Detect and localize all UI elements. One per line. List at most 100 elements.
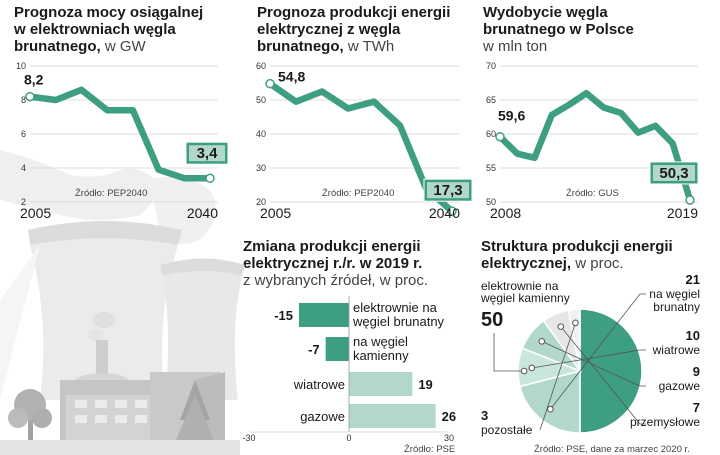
- y-tick-label: 30: [256, 163, 266, 173]
- chart1-title-line2: w elektrowniach węgla: [14, 21, 176, 38]
- bar-value-label: 19: [418, 377, 432, 392]
- chart3-title-line1: Wydobycie węgla: [483, 4, 608, 21]
- leader-line: [493, 333, 525, 372]
- pie-label: przemysłowe: [630, 415, 700, 429]
- chart2-title-line3: brunatnego,: [257, 38, 344, 55]
- bar-category-label: gazowe: [300, 409, 345, 424]
- bar-category-label: węgiel brunatny: [352, 314, 445, 329]
- y-tick-label: 8: [21, 95, 26, 105]
- bar: [349, 404, 436, 428]
- chart2-title-line2: elektrycznej z węgla: [257, 21, 401, 38]
- start-point: [265, 78, 275, 89]
- pie-value: 21: [686, 272, 700, 287]
- chart5-title-line2: elektrycznej,: [481, 255, 572, 272]
- x-tick-label: -30: [242, 433, 255, 443]
- y-tick-label: 50: [256, 95, 266, 105]
- start-point: [495, 131, 505, 142]
- y-tick-label: 6: [21, 129, 26, 139]
- chart3-unit: w mln ton: [483, 38, 548, 55]
- chart3-plot: 70 65 60 55 50 59,6 50,3 2008 2019 Źródło: GUS: [486, 61, 699, 221]
- pie-label: na węgiel: [649, 287, 700, 301]
- pie-value: 7: [693, 400, 700, 415]
- tree-icon: [8, 389, 52, 445]
- source-note: Źródło: GUS: [566, 188, 619, 199]
- pie-label: wiatrowe: [652, 343, 701, 357]
- pie-value: 9: [693, 364, 700, 379]
- pie-label: elektrownie na: [481, 279, 559, 293]
- chart4-title-line2: elektrycznej r./r. w 2019 r.: [243, 255, 423, 272]
- chart5-title: Struktura produkcji energii elektrycznej…: [481, 238, 673, 272]
- bar: [325, 337, 349, 361]
- bar: [299, 303, 349, 327]
- y-tick-label: 60: [256, 61, 266, 71]
- pie-slice: [519, 370, 581, 434]
- pine-tree-icon: [176, 380, 214, 440]
- chart2-title-line1: Prognoza produkcji energii: [257, 4, 451, 21]
- y-tick-label: 55: [486, 163, 496, 173]
- end-value-label: 17,3: [433, 182, 462, 199]
- start-value-label: 8,2: [24, 72, 44, 88]
- end-value-label: 50,3: [659, 165, 688, 182]
- y-tick-label: 2: [21, 197, 26, 207]
- y-tick-label: 50: [486, 197, 496, 207]
- x-tick-label: 0: [346, 433, 351, 443]
- leader-line: [560, 326, 646, 425]
- chart4-title: Zmiana produkcji energii elektrycznej r.…: [243, 238, 428, 289]
- y-tick-label: 4: [21, 163, 26, 173]
- chart1-unit: w GW: [104, 38, 146, 55]
- leader-dot: [557, 323, 565, 330]
- end-value-box-inner: [653, 164, 695, 181]
- x-tick-label: 30: [444, 433, 454, 443]
- chart1-plot: 10 8 6 4 2 8,2 3,4 2005 2040 Źródło: PEP2040: [16, 61, 229, 221]
- leader-line: [531, 349, 646, 369]
- pie-value: 3: [481, 408, 488, 423]
- leader-line: [550, 293, 646, 410]
- chart4-subtitle: z wybranych źródeł, w proc.: [243, 272, 429, 289]
- end-value-label: 3,4: [197, 145, 219, 162]
- source-note: Źródło: PSE, dane za marzec 2020 r.: [534, 444, 690, 455]
- chart4-title-line1: Zmiana produkcji energii: [243, 238, 421, 255]
- x-tick-label: 2019: [667, 205, 698, 221]
- y-tick-label: 70: [486, 61, 496, 71]
- series-line: [266, 80, 456, 215]
- x-tick-label: 2008: [490, 205, 521, 221]
- pie-slice: [579, 308, 643, 434]
- pie-label: pozostałe: [481, 423, 533, 437]
- pie-value: 50: [481, 309, 503, 331]
- y-tick-label: 65: [486, 95, 496, 105]
- series-line: [496, 89, 694, 204]
- pie-label: węgiel kamienny: [480, 291, 570, 305]
- pie-value: 10: [686, 328, 700, 343]
- power-plant-illustration: [0, 150, 245, 455]
- x-tick-label: 2040: [429, 205, 460, 221]
- series-line: [26, 86, 214, 182]
- pie-label: gazowe: [659, 379, 701, 393]
- chart1-title: Prognoza mocy osiągalnej w elektrowniach…: [14, 4, 203, 55]
- start-value-label: 59,6: [498, 108, 525, 124]
- source-note: Źródło: PSE: [404, 444, 455, 455]
- leader-dot: [520, 367, 528, 375]
- bar-category-label: kamienny: [353, 348, 409, 363]
- leader-dot: [528, 364, 536, 372]
- chart1-title-line1: Prognoza mocy osiągalnej: [14, 4, 204, 21]
- bar: [349, 372, 413, 396]
- bar-value-label: -7: [308, 342, 320, 357]
- chart2-title: Prognoza produkcji energii elektrycznej …: [257, 4, 450, 55]
- end-point: [447, 206, 457, 216]
- x-tick-label: 2040: [187, 205, 218, 221]
- bar-value-label: -15: [274, 308, 293, 323]
- end-value-box-inner: [427, 182, 469, 199]
- x-tick-label: 2005: [260, 205, 291, 221]
- chart3-title: Wydobycie węgla brunatnego w Polsce w ml…: [483, 4, 634, 55]
- y-tick-label: 20: [256, 197, 266, 207]
- start-point: [25, 91, 35, 102]
- source-note: Źródło: PEP2040: [322, 188, 394, 199]
- leader-line: [541, 340, 646, 387]
- end-point: [685, 195, 695, 205]
- chart5-title-line1: Struktura produkcji energii: [481, 238, 673, 255]
- y-tick-label: 40: [256, 129, 266, 139]
- start-value-label: 54,8: [278, 69, 305, 85]
